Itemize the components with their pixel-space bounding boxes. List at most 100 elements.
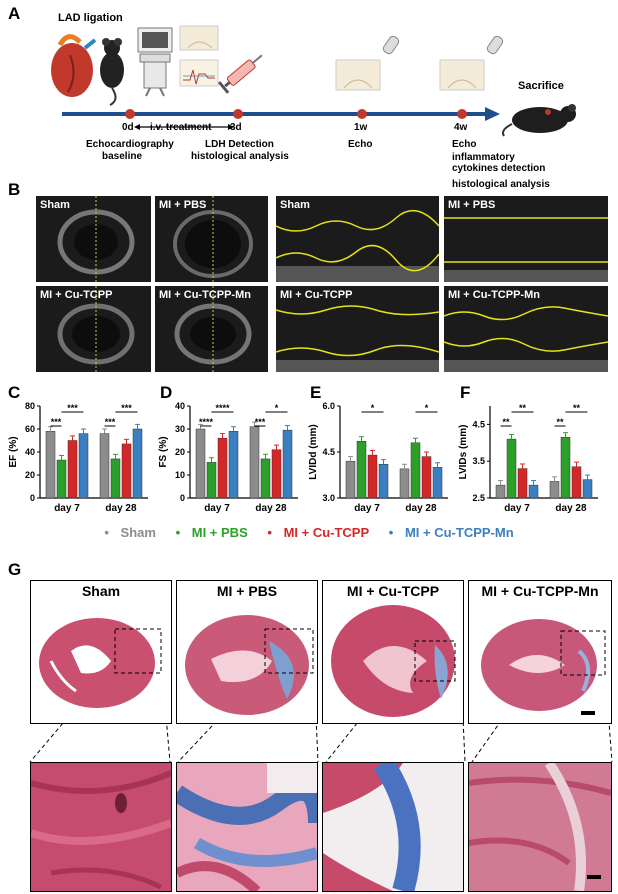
x-tick-label: day 7: [504, 503, 530, 514]
bar: [356, 441, 367, 499]
histology-sham: Sham: [30, 580, 172, 724]
bar: [67, 440, 78, 499]
label-iv: i.v. treatment: [150, 122, 212, 133]
bar: [528, 484, 539, 499]
chart-lvidd: LVIDd (mm) 3.0 4.5 6.0 day 7 day 28 * *: [308, 401, 448, 514]
echo-probe-4w-icon: [439, 35, 504, 91]
significance-label: ****: [199, 417, 214, 427]
echo-label: MI + Cu-TCPP: [280, 289, 353, 301]
zoom-region-box: [560, 630, 606, 676]
y-axis-label: FS (%): [158, 436, 169, 467]
y-tick-label: 6.0: [322, 401, 335, 411]
bar: [110, 458, 121, 499]
echo-label: MI + PBS: [159, 199, 207, 211]
syringe-icon: [217, 54, 263, 94]
echo-label: MI + Cu-TCPP: [40, 289, 113, 301]
bar: [560, 437, 571, 499]
significance-label: **: [556, 417, 564, 427]
histology-title: MI + PBS: [216, 583, 278, 599]
echo-bmode-sham: Sham: [36, 196, 151, 282]
bar: [582, 479, 593, 499]
chart-lvids: LVIDs (mm) 2.5 3.5 4.5 day 7 day 28 ** ** ** **: [458, 403, 598, 514]
x-tick-label: day 28: [255, 503, 287, 514]
label-sacrifice: Sacrifice: [518, 80, 564, 92]
zoom-region-box: [414, 640, 456, 682]
panel-label-b: B: [8, 180, 21, 199]
echo-bmode-cu: MI + Cu-TCPP: [36, 286, 151, 372]
significance-label: ***: [105, 417, 116, 427]
zoom-sham: [30, 762, 172, 892]
histology-title: MI + Cu-TCPP: [346, 583, 440, 599]
label-3d: 3d: [230, 122, 242, 133]
ultrasound-machine-icon: [137, 27, 173, 97]
y-tick-label: 0: [180, 493, 185, 503]
x-tick-label: day 7: [354, 503, 380, 514]
legend-label: MI + Cu-TCPP: [283, 525, 370, 540]
echo-mmode-cu: MI + Cu-TCPP: [276, 286, 439, 372]
bar: [78, 433, 89, 499]
y-tick-label: 40: [175, 401, 185, 411]
label-inflammatory: inflammatory: [452, 152, 515, 163]
y-tick-label: 40: [25, 447, 35, 457]
bar: [121, 443, 132, 499]
bar: [399, 468, 410, 499]
significance-label: ****: [215, 403, 230, 413]
bar: [432, 467, 443, 499]
bar: [45, 431, 56, 499]
label-1w: 1w: [354, 122, 368, 133]
zoom-region-box: [114, 628, 162, 674]
histology-title: Sham: [81, 583, 121, 599]
chart-legend: • Sham • MI + PBS • MI + Cu-TCPP • MI + …: [0, 525, 618, 540]
bar: [549, 481, 560, 499]
y-tick-label: 3.5: [472, 456, 485, 466]
panel-label-a: A: [8, 4, 21, 23]
bar: [260, 458, 271, 499]
histology-title: MI + Cu-TCPP-Mn: [481, 583, 599, 599]
zoom-region-box: [264, 628, 314, 674]
legend-item-cu: • MI + Cu-TCPP: [263, 525, 373, 540]
x-tick-label: day 7: [204, 503, 230, 514]
histology-cumn: MI + Cu-TCPP-Mn: [468, 580, 612, 724]
y-tick-label: 20: [175, 447, 185, 457]
echo-bmode-cumn: MI + Cu-TCPP-Mn: [155, 286, 268, 372]
x-tick-label: day 28: [105, 503, 137, 514]
significance-label: *: [275, 403, 279, 413]
bar: [228, 431, 239, 499]
zoom-pbs: [176, 762, 318, 892]
bar: [421, 456, 432, 499]
bar: [367, 454, 378, 499]
timepoint-0d: [125, 109, 135, 119]
y-axis-label: EF (%): [8, 436, 19, 467]
timeline-arrow: [485, 107, 500, 121]
echo-mmode-pbs: MI + PBS: [444, 196, 608, 282]
bar: [410, 442, 421, 499]
legend-label: Sham: [120, 525, 156, 540]
legend-dot: •: [104, 525, 109, 540]
bar: [271, 449, 282, 499]
bar: [345, 460, 356, 499]
echo-mmode-cumn: MI + Cu-TCPP-Mn: [444, 286, 608, 372]
legend-label: MI + PBS: [191, 525, 248, 540]
echo-mmode-sham: Sham: [276, 196, 439, 282]
y-axis-label: LVIDs (mm): [458, 425, 469, 480]
y-tick-label: 4.5: [322, 447, 335, 457]
panel-label-f: F: [460, 383, 471, 402]
timepoint-4w: [457, 109, 467, 119]
timepoint-3d: [233, 109, 243, 119]
bar: [217, 437, 228, 499]
y-tick-label: 80: [25, 401, 35, 411]
label-ldh-1: LDH Detection: [205, 139, 274, 150]
y-axis-label: LVIDd (mm): [308, 424, 319, 479]
panel-label-d: D: [160, 383, 173, 402]
chart-ef: EF (%) 0 20 40 60 80 day 7 day 28 *** *** *** ***: [8, 401, 148, 514]
significance-label: ***: [121, 403, 132, 413]
bar: [506, 438, 517, 499]
timepoint-1w: [357, 109, 367, 119]
label-ldh-2: histological analysis: [191, 151, 289, 162]
ldh-graph-icon: [179, 59, 219, 87]
legend-item-pbs: • MI + PBS: [172, 525, 252, 540]
bar: [249, 426, 260, 499]
echo-image-icon: [179, 25, 219, 51]
label-cytokines: cytokines detection: [452, 163, 546, 174]
y-tick-label: 3.0: [322, 493, 335, 503]
